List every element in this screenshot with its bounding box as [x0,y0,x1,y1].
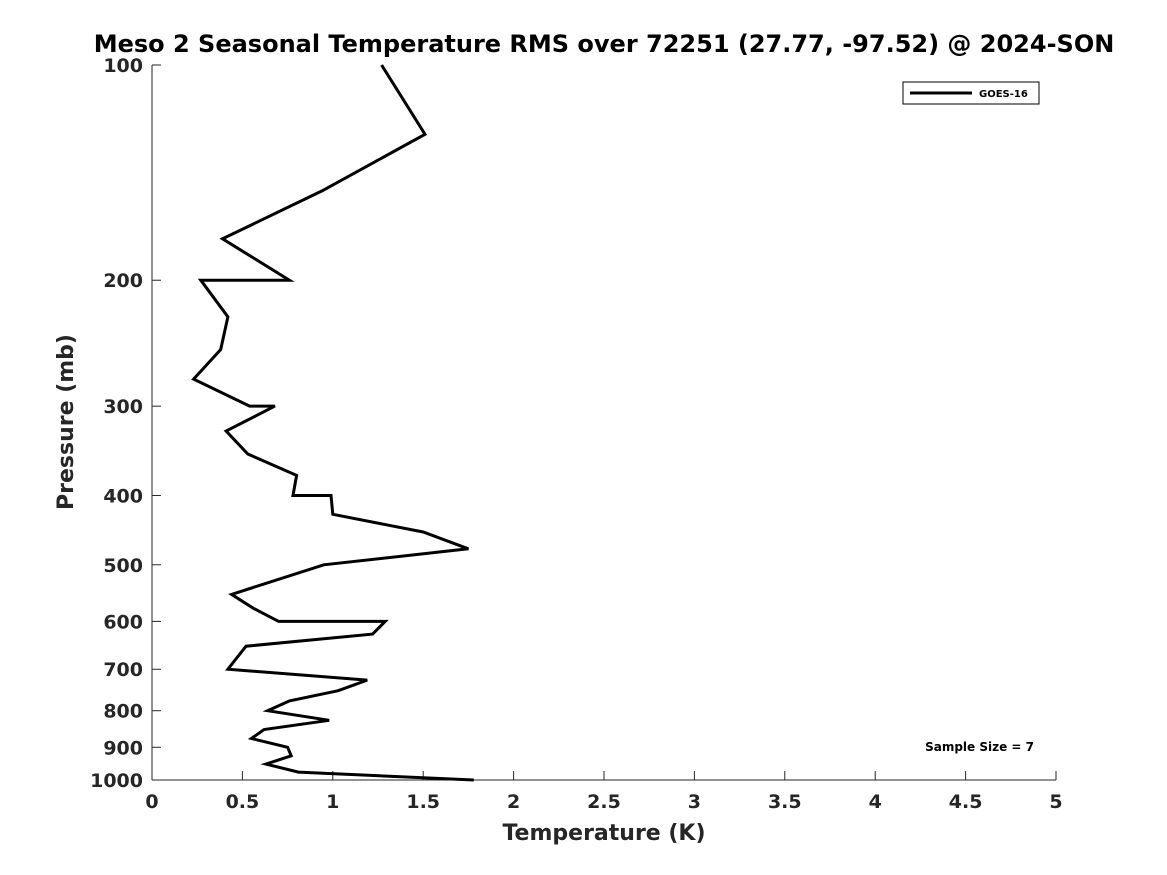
x-tick-label: 0 [145,791,158,813]
plot-area: 0 0.5 1 1.5 2 2.5 3 3.5 4 4.5 5 100 200 300 400 500 600… [90,55,1063,813]
x-tick-label: 1.5 [406,791,440,813]
y-tick-label: 200 [103,270,143,292]
y-tick-label: 700 [103,659,143,681]
legend-label-goes-16: GOES-16 [979,89,1028,100]
x-tick-label: 2 [507,791,520,813]
x-axis-label: Temperature (K) [502,821,705,846]
y-tick-label: 1000 [90,770,143,792]
x-tick-label: 3.5 [768,791,802,813]
y-tick-label: 600 [103,611,143,633]
y-tick-label: 100 [103,55,143,77]
y-tick-label: 900 [103,737,143,759]
y-tick-label: 500 [103,555,143,577]
y-ticks: 100 200 300 400 500 600 700 800 900 1000 [90,55,161,792]
x-tick-label: 0.5 [226,791,260,813]
series-line-goes-16 [191,64,474,782]
legend: GOES-16 [902,81,1040,105]
chart-title: Meso 2 Seasonal Temperature RMS over 722… [94,30,1115,58]
x-tick-label: 5 [1049,791,1062,813]
sample-size-annotation: Sample Size = 7 [925,740,1034,754]
series-lines [191,64,474,782]
y-tick-label: 400 [103,485,143,507]
y-tick-label: 300 [103,396,143,418]
y-axis-label: Pressure (mb) [54,334,79,510]
x-tick-label: 3 [688,791,701,813]
x-tick-label: 4.5 [949,791,983,813]
y-tick-label: 800 [103,701,143,723]
x-tick-label: 1 [326,791,339,813]
x-tick-label: 2.5 [587,791,621,813]
x-ticks: 0 0.5 1 1.5 2 2.5 3 3.5 4 4.5 5 [145,771,1063,813]
x-tick-label: 4 [869,791,882,813]
